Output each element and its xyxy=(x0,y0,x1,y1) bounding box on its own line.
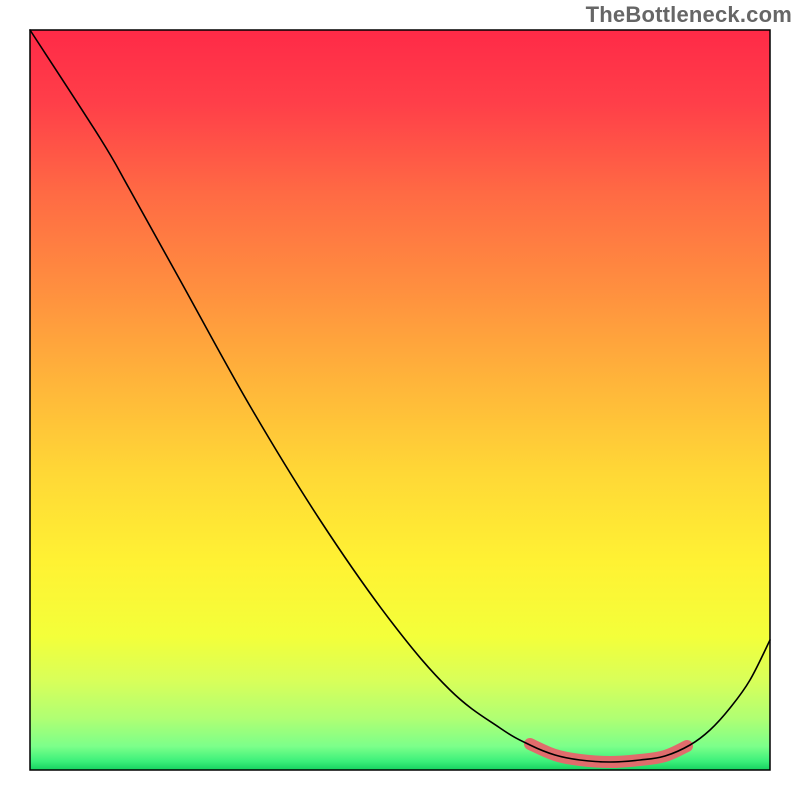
bottleneck-chart xyxy=(0,0,800,800)
plot-background xyxy=(30,30,770,770)
watermark-text: TheBottleneck.com xyxy=(586,2,792,28)
chart-container: TheBottleneck.com xyxy=(0,0,800,800)
